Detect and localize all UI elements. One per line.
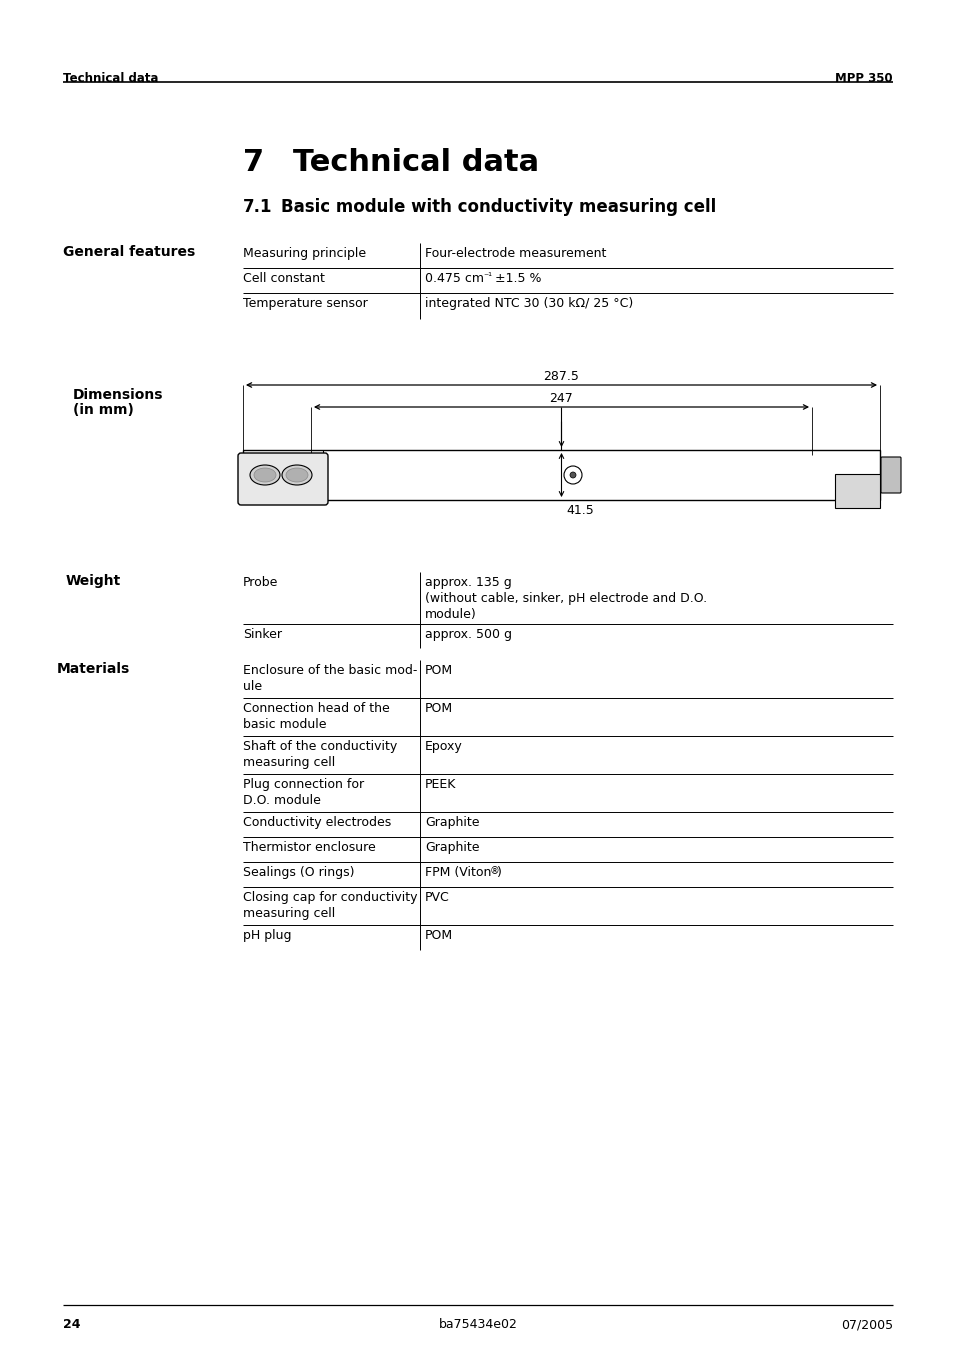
Text: 07/2005: 07/2005 [840,1319,892,1331]
Text: (in mm): (in mm) [73,403,133,417]
Circle shape [569,471,576,478]
Text: Technical data: Technical data [63,72,158,85]
Ellipse shape [250,465,280,485]
Text: Connection head of the
basic module: Connection head of the basic module [243,703,390,731]
Text: 7.1: 7.1 [243,199,273,216]
Text: Shaft of the conductivity
measuring cell: Shaft of the conductivity measuring cell [243,740,396,769]
Text: 247: 247 [549,392,573,405]
Text: approx. 500 g: approx. 500 g [424,628,512,640]
FancyBboxPatch shape [237,453,328,505]
Text: POM: POM [424,663,453,677]
Text: PVC: PVC [424,892,449,904]
Text: ): ) [497,866,501,880]
Bar [834,474,879,508]
Text: Plug connection for
D.O. module: Plug connection for D.O. module [243,778,364,807]
Text: approx. 135 g
(without cable, sinker, pH electrode and D.O.
module): approx. 135 g (without cable, sinker, pH… [424,576,706,621]
Text: ⁻¹: ⁻¹ [482,272,492,282]
Text: FPM (Viton: FPM (Viton [424,866,491,880]
Text: Graphite: Graphite [424,816,479,830]
Text: Materials: Materials [56,662,130,676]
Text: Sinker: Sinker [243,628,282,640]
Text: 287.5: 287.5 [543,370,578,382]
Text: ba75434e02: ba75434e02 [438,1319,517,1331]
Text: Closing cap for conductivity
measuring cell: Closing cap for conductivity measuring c… [243,892,417,920]
Text: Graphite: Graphite [424,842,479,854]
Text: Epoxy: Epoxy [424,740,462,753]
Text: POM: POM [424,929,453,942]
Text: 0.475 cm: 0.475 cm [424,272,483,285]
Text: Cell constant: Cell constant [243,272,325,285]
Text: Weight: Weight [66,574,120,588]
Text: Temperature sensor: Temperature sensor [243,297,367,309]
Text: Measuring principle: Measuring principle [243,247,366,259]
Text: Sealings (O rings): Sealings (O rings) [243,866,355,880]
Text: Thermistor enclosure: Thermistor enclosure [243,842,375,854]
Text: General features: General features [63,245,195,259]
Text: 7: 7 [243,149,264,177]
Ellipse shape [286,467,308,482]
Text: 41.5: 41.5 [566,504,594,517]
Text: PEEK: PEEK [424,778,456,790]
Ellipse shape [282,465,312,485]
Text: Basic module with conductivity measuring cell: Basic module with conductivity measuring… [281,199,716,216]
Text: MPP 350: MPP 350 [835,72,892,85]
Text: ®: ® [490,866,499,875]
Text: Conductivity electrodes: Conductivity electrodes [243,816,391,830]
Bar [243,450,879,500]
Text: Dimensions: Dimensions [73,388,163,403]
Text: pH plug: pH plug [243,929,292,942]
Ellipse shape [253,467,275,482]
Text: 24: 24 [63,1319,80,1331]
FancyBboxPatch shape [880,457,900,493]
Text: Technical data: Technical data [293,149,538,177]
Text: Probe: Probe [243,576,278,589]
Circle shape [563,466,581,484]
Text: integrated NTC 30 (30 kΩ/ 25 °C): integrated NTC 30 (30 kΩ/ 25 °C) [424,297,633,309]
Text: ±1.5 %: ±1.5 % [491,272,541,285]
Text: Enclosure of the basic mod-
ule: Enclosure of the basic mod- ule [243,663,417,693]
Text: Four-electrode measurement: Four-electrode measurement [424,247,606,259]
Text: POM: POM [424,703,453,715]
